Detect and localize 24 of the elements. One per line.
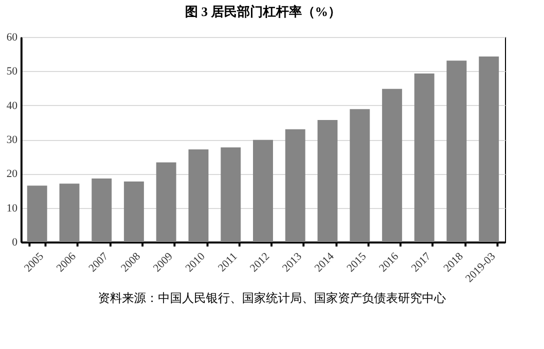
bar (446, 60, 467, 242)
y-tick-label: 50 (6, 66, 18, 78)
y-tick-label: 30 (6, 134, 18, 146)
bar (92, 178, 112, 242)
text: 资料来源：中国人民银行、国家统计局、国家资产负债表研究中心 (97, 290, 447, 307)
bar (59, 184, 80, 242)
chart-title: 图 3 居民部门杠杆率（%） (185, 4, 341, 19)
y-tick-label: 40 (6, 100, 18, 112)
bar (414, 74, 434, 242)
bar (188, 149, 208, 242)
bar (350, 109, 370, 242)
bar (27, 186, 48, 242)
bar (318, 120, 338, 242)
bar (156, 162, 176, 242)
bar (285, 129, 306, 242)
y-tick-label: 10 (6, 202, 18, 214)
bar (478, 56, 499, 242)
bar (220, 147, 241, 242)
bar (253, 140, 273, 242)
y-tick-label: 0 (12, 236, 18, 248)
bar (124, 182, 144, 242)
y-tick-label: 20 (6, 168, 18, 180)
bar (382, 88, 402, 242)
y-tick-label: 60 (6, 32, 18, 44)
